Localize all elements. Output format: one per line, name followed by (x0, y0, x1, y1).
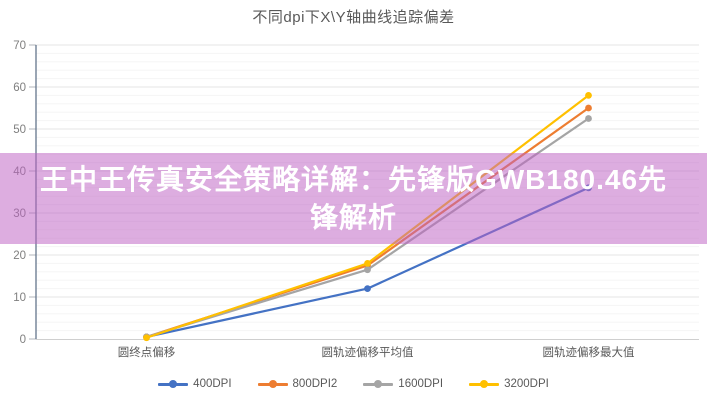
marker-400DPI (364, 285, 371, 292)
legend-line-swatch (469, 380, 500, 388)
legend-dot (374, 380, 383, 388)
legend-line-swatch (257, 380, 288, 388)
y-tick-label: 20 (13, 250, 26, 262)
legend-label: 400DPI (193, 378, 232, 390)
legend-line-swatch (158, 380, 189, 388)
y-tick-label: 10 (13, 292, 26, 304)
legend-dot (169, 380, 178, 388)
legend-item-400DPI: 400DPI (158, 378, 232, 390)
legend-item-3200DPI: 3200DPI (469, 378, 549, 390)
category-label: 圆终点偏移 (118, 345, 176, 359)
legend: 400DPI 800DPI2 1600DPI 3200DPI (0, 378, 707, 390)
y-tick-label: 60 (13, 82, 26, 94)
category-label: 圆轨迹偏移平均值 (322, 345, 414, 359)
marker-1600DPI (585, 115, 592, 122)
legend-label: 3200DPI (504, 378, 549, 390)
legend-dot (268, 380, 277, 388)
marker-800DPI2 (585, 104, 592, 112)
y-tick-label: 70 (13, 40, 26, 52)
legend-dot (480, 380, 489, 388)
banner-headline: 王中王传真安全策略详解：先锋版GWB180.46先锋解析 (39, 163, 668, 233)
overlay-banner: 王中王传真安全策略详解：先锋版GWB180.46先锋解析 (0, 153, 707, 244)
legend-item-1600DPI: 1600DPI (363, 378, 443, 390)
marker-3200DPI (143, 334, 150, 342)
chart-title: 不同dpi下X\Y轴曲线追踪偏差 (252, 9, 455, 26)
legend-line-swatch (363, 380, 394, 388)
legend-label: 1600DPI (398, 378, 444, 390)
marker-1600DPI (364, 266, 371, 274)
legend-item-800DPI2: 800DPI2 (257, 378, 338, 390)
y-tick-label: 0 (20, 334, 26, 346)
marker-3200DPI (364, 260, 371, 267)
legend-label: 800DPI2 (292, 378, 338, 390)
marker-3200DPI (585, 92, 592, 99)
y-tick-label: 50 (13, 124, 26, 136)
category-label: 圆轨迹偏移最大值 (543, 345, 635, 359)
